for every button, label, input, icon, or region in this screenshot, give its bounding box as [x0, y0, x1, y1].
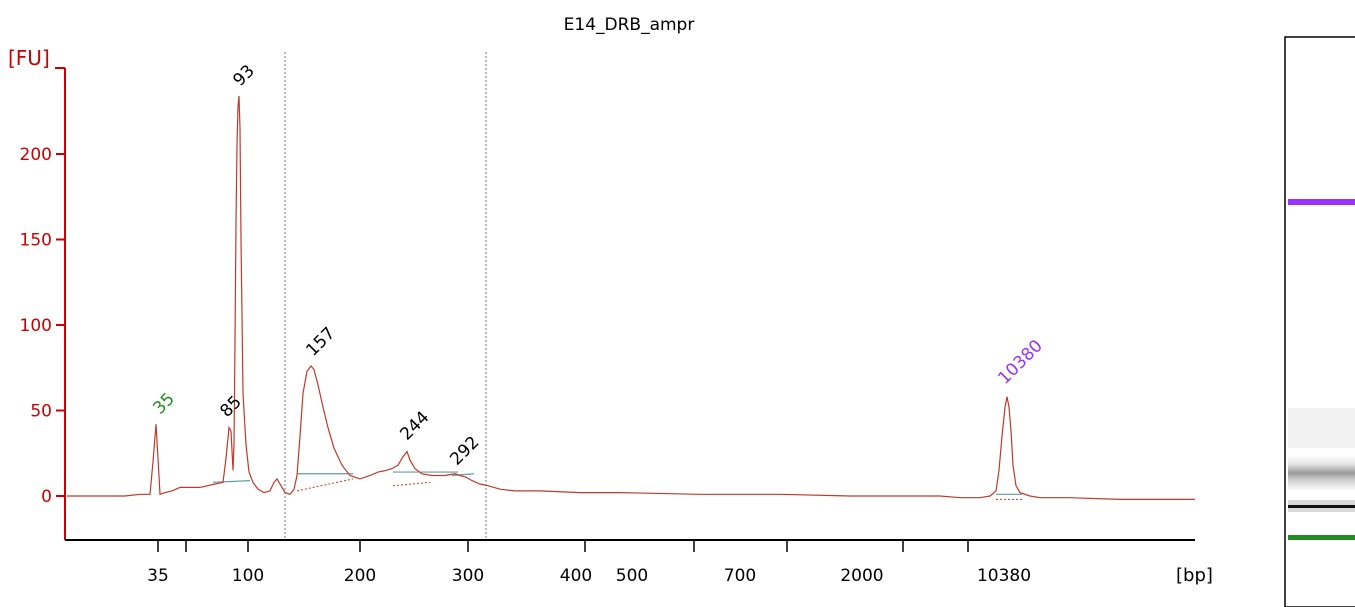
x-tick-label: 35 — [147, 566, 169, 586]
region-markers — [284, 52, 487, 540]
peak-baseline-dotted — [392, 481, 431, 487]
peak-baseline — [451, 473, 475, 477]
y-tick-label: 100 — [20, 316, 52, 336]
peak-label-292: 292 — [446, 432, 483, 469]
y-axis: 0 50 100 150 200 — [20, 67, 66, 540]
peak-label-10380: 10380 — [994, 336, 1046, 388]
library-smear-band — [1288, 455, 1355, 491]
x-tick-label: 700 — [724, 566, 756, 586]
peak-band — [1288, 505, 1355, 508]
x-axis: 35 100 200 300 400 500 700 2000 10380 — [65, 539, 1195, 586]
gel-lane — [1284, 36, 1355, 607]
peak-baseline — [212, 480, 251, 483]
peak-label-157: 157 — [302, 323, 339, 360]
y-tick-label: 200 — [20, 145, 52, 165]
x-tick-label: 500 — [616, 566, 648, 586]
peak-labels: 35 85 93 157 244 292 10380 — [149, 61, 1046, 469]
x-tick-label: 300 — [452, 566, 484, 586]
x-tick-label: 400 — [560, 566, 592, 586]
peak-baselines — [212, 471, 1022, 500]
peak-label-35: 35 — [149, 389, 178, 418]
gel-lane-frame — [1284, 36, 1355, 607]
peak-label-85: 85 — [216, 392, 245, 421]
peak-label-244: 244 — [396, 407, 433, 444]
signal-trace — [67, 95, 1195, 500]
x-tick-label: 2000 — [840, 566, 883, 586]
y-axis-label: [FU] — [8, 46, 50, 70]
x-axis-label: [bp] — [1176, 565, 1213, 586]
faint-smear — [1288, 408, 1355, 448]
x-tick-label: 200 — [344, 566, 376, 586]
y-tick-label: 0 — [41, 487, 52, 507]
peak-baseline-dotted — [296, 478, 354, 492]
lower-marker-band — [1288, 535, 1355, 540]
upper-marker-band — [1288, 199, 1355, 205]
chart-title: E14_DRB_ampr — [564, 15, 695, 35]
y-tick-label: 150 — [20, 231, 52, 251]
peak-label-93: 93 — [229, 61, 258, 90]
x-tick-label: 100 — [232, 566, 264, 586]
x-tick-label: 10380 — [977, 566, 1031, 586]
y-tick-label: 50 — [30, 402, 52, 422]
